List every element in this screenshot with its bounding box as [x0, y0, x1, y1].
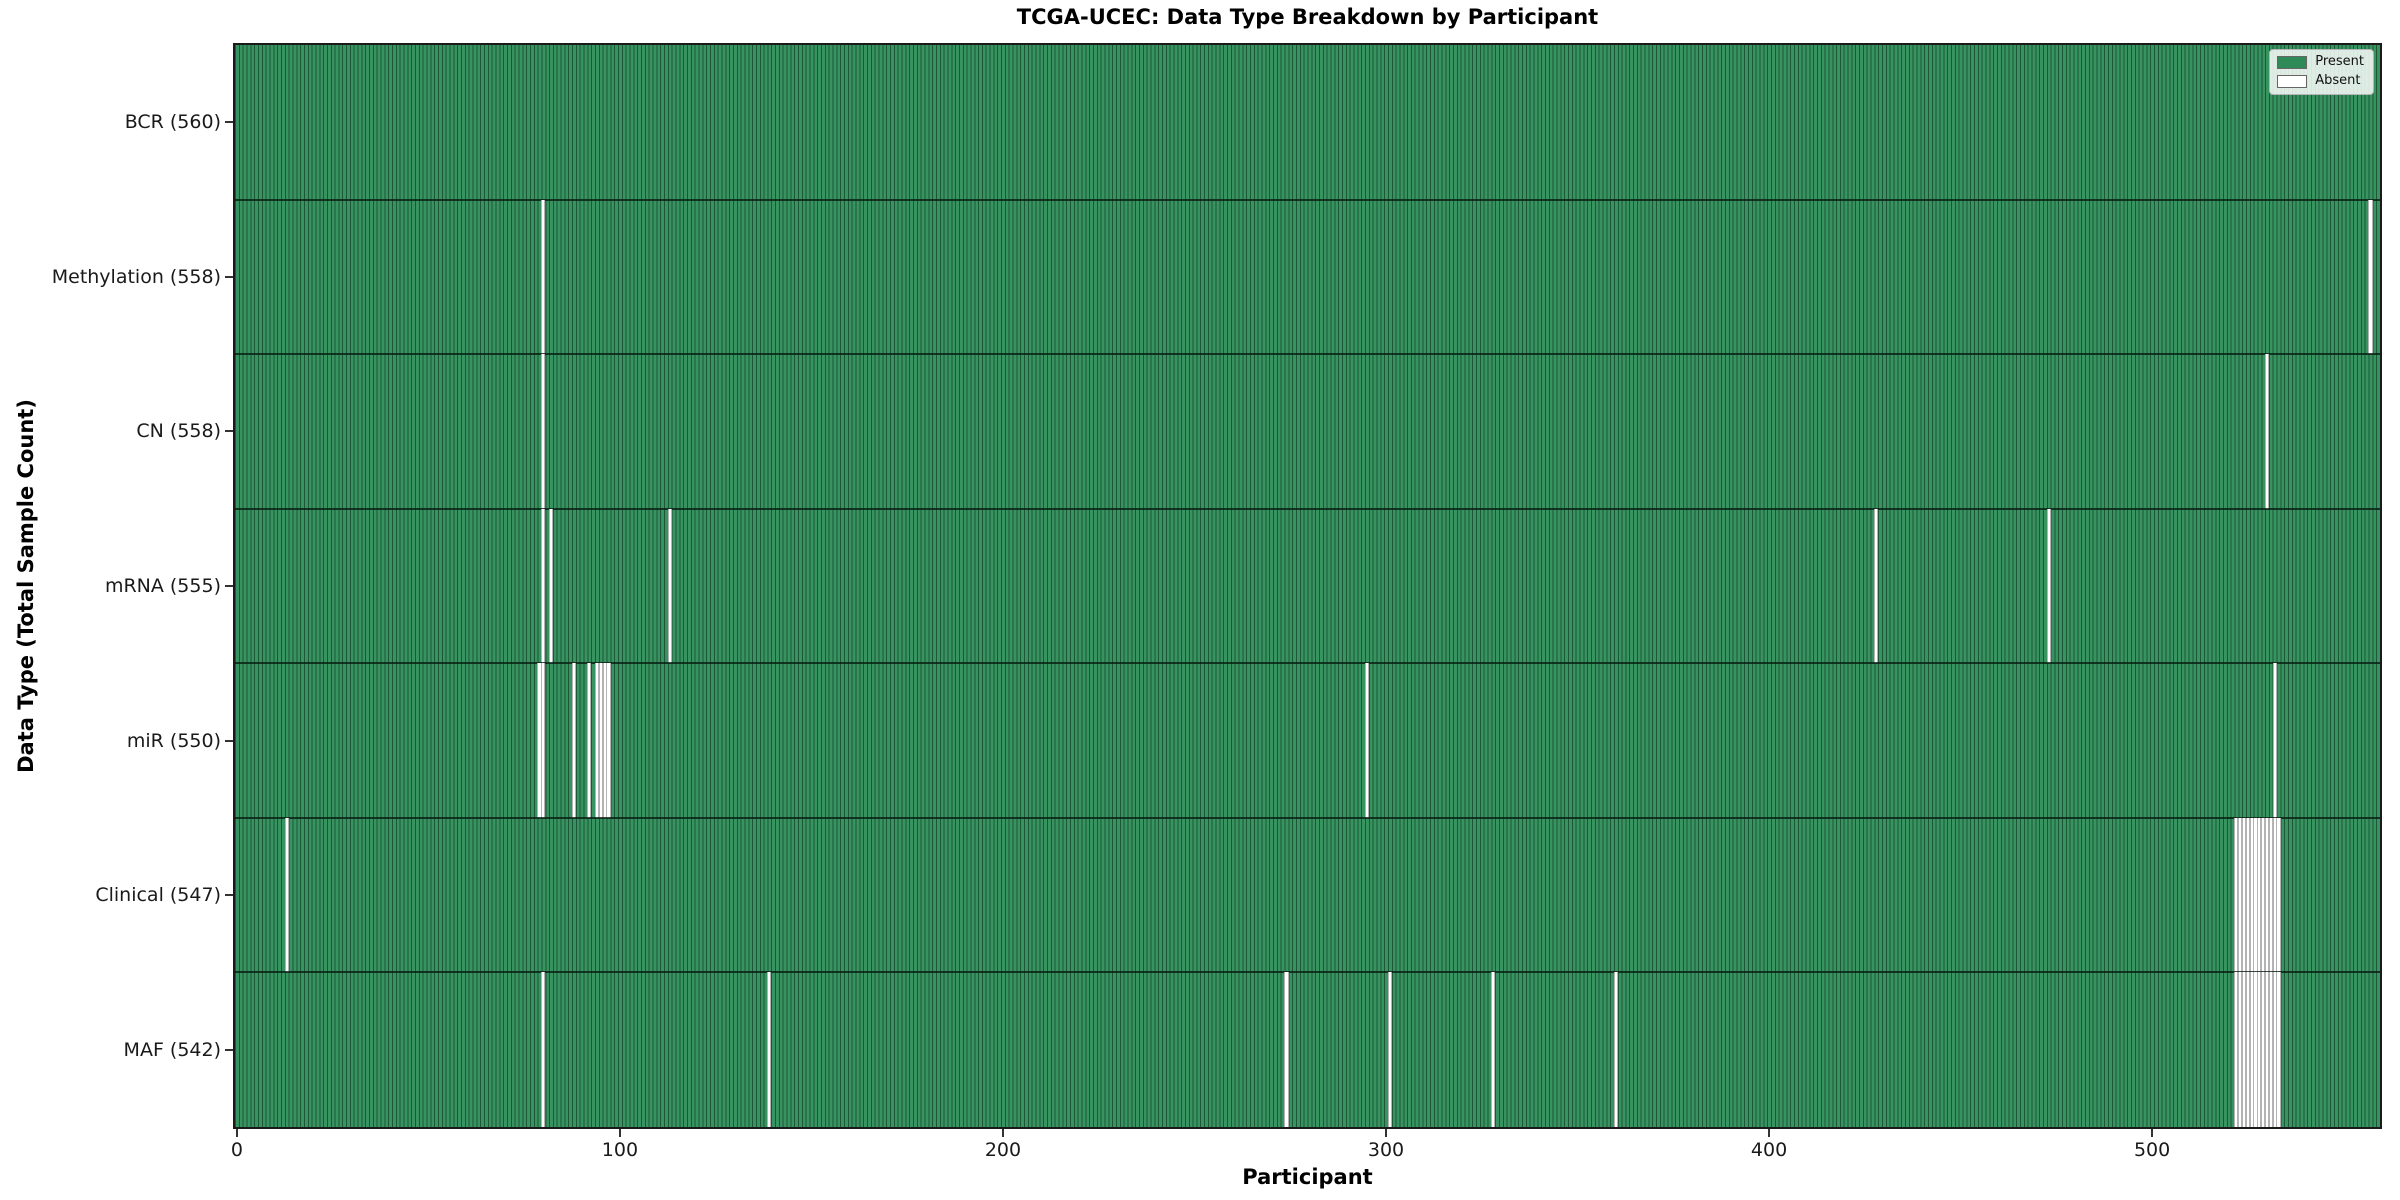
y-tick-mark: [225, 739, 233, 742]
y-tick-label: Clinical (547): [95, 884, 221, 907]
absent-stripe: [2234, 972, 2239, 1127]
absent-stripe: [602, 663, 607, 818]
row-separator: [235, 507, 2380, 510]
absent-stripe: [2272, 663, 2277, 818]
legend-label-present: Present: [2315, 54, 2364, 69]
absent-stripe: [767, 972, 772, 1127]
legend-label-absent: Absent: [2315, 73, 2361, 88]
legend-item-present: Present: [2277, 55, 2364, 69]
absent-stripe: [2272, 817, 2277, 973]
absent-stripe: [2264, 972, 2270, 1127]
plot-area: Present Absent: [233, 43, 2382, 1129]
absent-stripe: [2268, 817, 2273, 973]
y-tick-label: CN (558): [136, 420, 221, 443]
absent-stripe: [541, 663, 546, 818]
y-tick-label: MAF (542): [123, 1038, 221, 1061]
x-tick-mark: [1385, 1129, 1388, 1137]
y-tick-label: mRNA (555): [104, 575, 221, 597]
absent-stripe: [2238, 817, 2243, 973]
absent-stripe: [667, 508, 672, 664]
x-tick-mark: [2151, 1129, 2154, 1137]
x-tick-label: 300: [1367, 1139, 1405, 1161]
absent-stripe: [2268, 972, 2273, 1127]
absent-stripe: [2257, 817, 2262, 973]
x-tick-label: 200: [984, 1139, 1022, 1161]
absent-stripe: [284, 817, 289, 973]
y-tick-label: BCR (560): [124, 111, 221, 134]
x-tick-label: 100: [601, 1139, 639, 1161]
y-tick-label: Methylation (558): [51, 265, 221, 288]
row-separator: [235, 662, 2380, 665]
absent-stripe: [2249, 817, 2254, 973]
y-tick-mark: [225, 275, 233, 278]
x-tick-label: 500: [2133, 1139, 2171, 1161]
absent-stripe: [541, 354, 546, 509]
absent-stripe: [2046, 508, 2051, 664]
absent-stripe: [1613, 972, 1618, 1127]
absent-stripe: [548, 508, 554, 664]
row-separator: [235, 198, 2380, 201]
absent-stripe: [2241, 817, 2247, 973]
absent-stripe: [2245, 817, 2250, 973]
absent-stripe: [594, 663, 600, 818]
absent-stripe: [2261, 817, 2266, 973]
x-tick-mark: [1768, 1129, 1771, 1137]
absent-stripe: [2257, 972, 2262, 1127]
absent-stripe: [2276, 817, 2281, 973]
absent-stripe: [2261, 972, 2266, 1127]
absent-stripe: [587, 663, 592, 818]
present-swatch-icon: [2277, 55, 2308, 69]
y-tick-mark: [225, 1048, 233, 1051]
absent-stripe: [2234, 817, 2239, 973]
absent-stripe: [2238, 972, 2243, 1127]
absent-stripe: [541, 199, 546, 355]
x-tick-mark: [618, 1129, 621, 1137]
absent-stripe: [541, 972, 546, 1127]
chart-title: TCGA-UCEC: Data Type Breakdown by Partic…: [1016, 5, 1599, 29]
y-tick-mark: [225, 121, 233, 124]
legend-item-absent: Absent: [2277, 74, 2364, 88]
row-separator: [235, 816, 2380, 819]
absent-stripe: [571, 663, 577, 818]
y-tick-mark: [225, 430, 233, 433]
absent-stripe: [2368, 199, 2373, 355]
absent-stripe: [2253, 817, 2258, 973]
absent-stripe: [1874, 508, 1879, 664]
absent-stripe: [2264, 817, 2270, 973]
x-tick-label: 0: [230, 1139, 243, 1161]
absent-stripe: [537, 663, 542, 818]
x-tick-label: 400: [1750, 1139, 1788, 1161]
y-tick-label: miR (550): [126, 729, 221, 752]
absent-stripe: [2276, 972, 2281, 1127]
absent-stripe: [606, 663, 611, 818]
row-separator: [235, 971, 2380, 974]
x-tick-mark: [235, 1129, 238, 1137]
absent-stripe: [2272, 972, 2277, 1127]
legend: Present Absent: [2269, 49, 2374, 95]
absent-stripe: [2245, 972, 2250, 1127]
absent-stripe: [1284, 972, 1289, 1127]
absent-stripe: [2241, 972, 2247, 1127]
x-tick-mark: [1001, 1129, 1004, 1137]
y-tick-mark: [225, 585, 233, 587]
y-tick-mark: [225, 894, 233, 897]
absent-swatch-icon: [2277, 74, 2308, 88]
x-axis-label: Participant: [1242, 1165, 1373, 1189]
absent-stripe: [1364, 663, 1369, 818]
absent-stripe: [1387, 972, 1392, 1127]
absent-stripe: [2264, 354, 2270, 509]
absent-stripe: [541, 508, 546, 664]
absent-stripe: [598, 663, 603, 818]
absent-stripe: [2249, 972, 2254, 1127]
absent-stripe: [2253, 972, 2258, 1127]
absent-stripe: [1491, 972, 1496, 1127]
row-separator: [235, 353, 2380, 356]
